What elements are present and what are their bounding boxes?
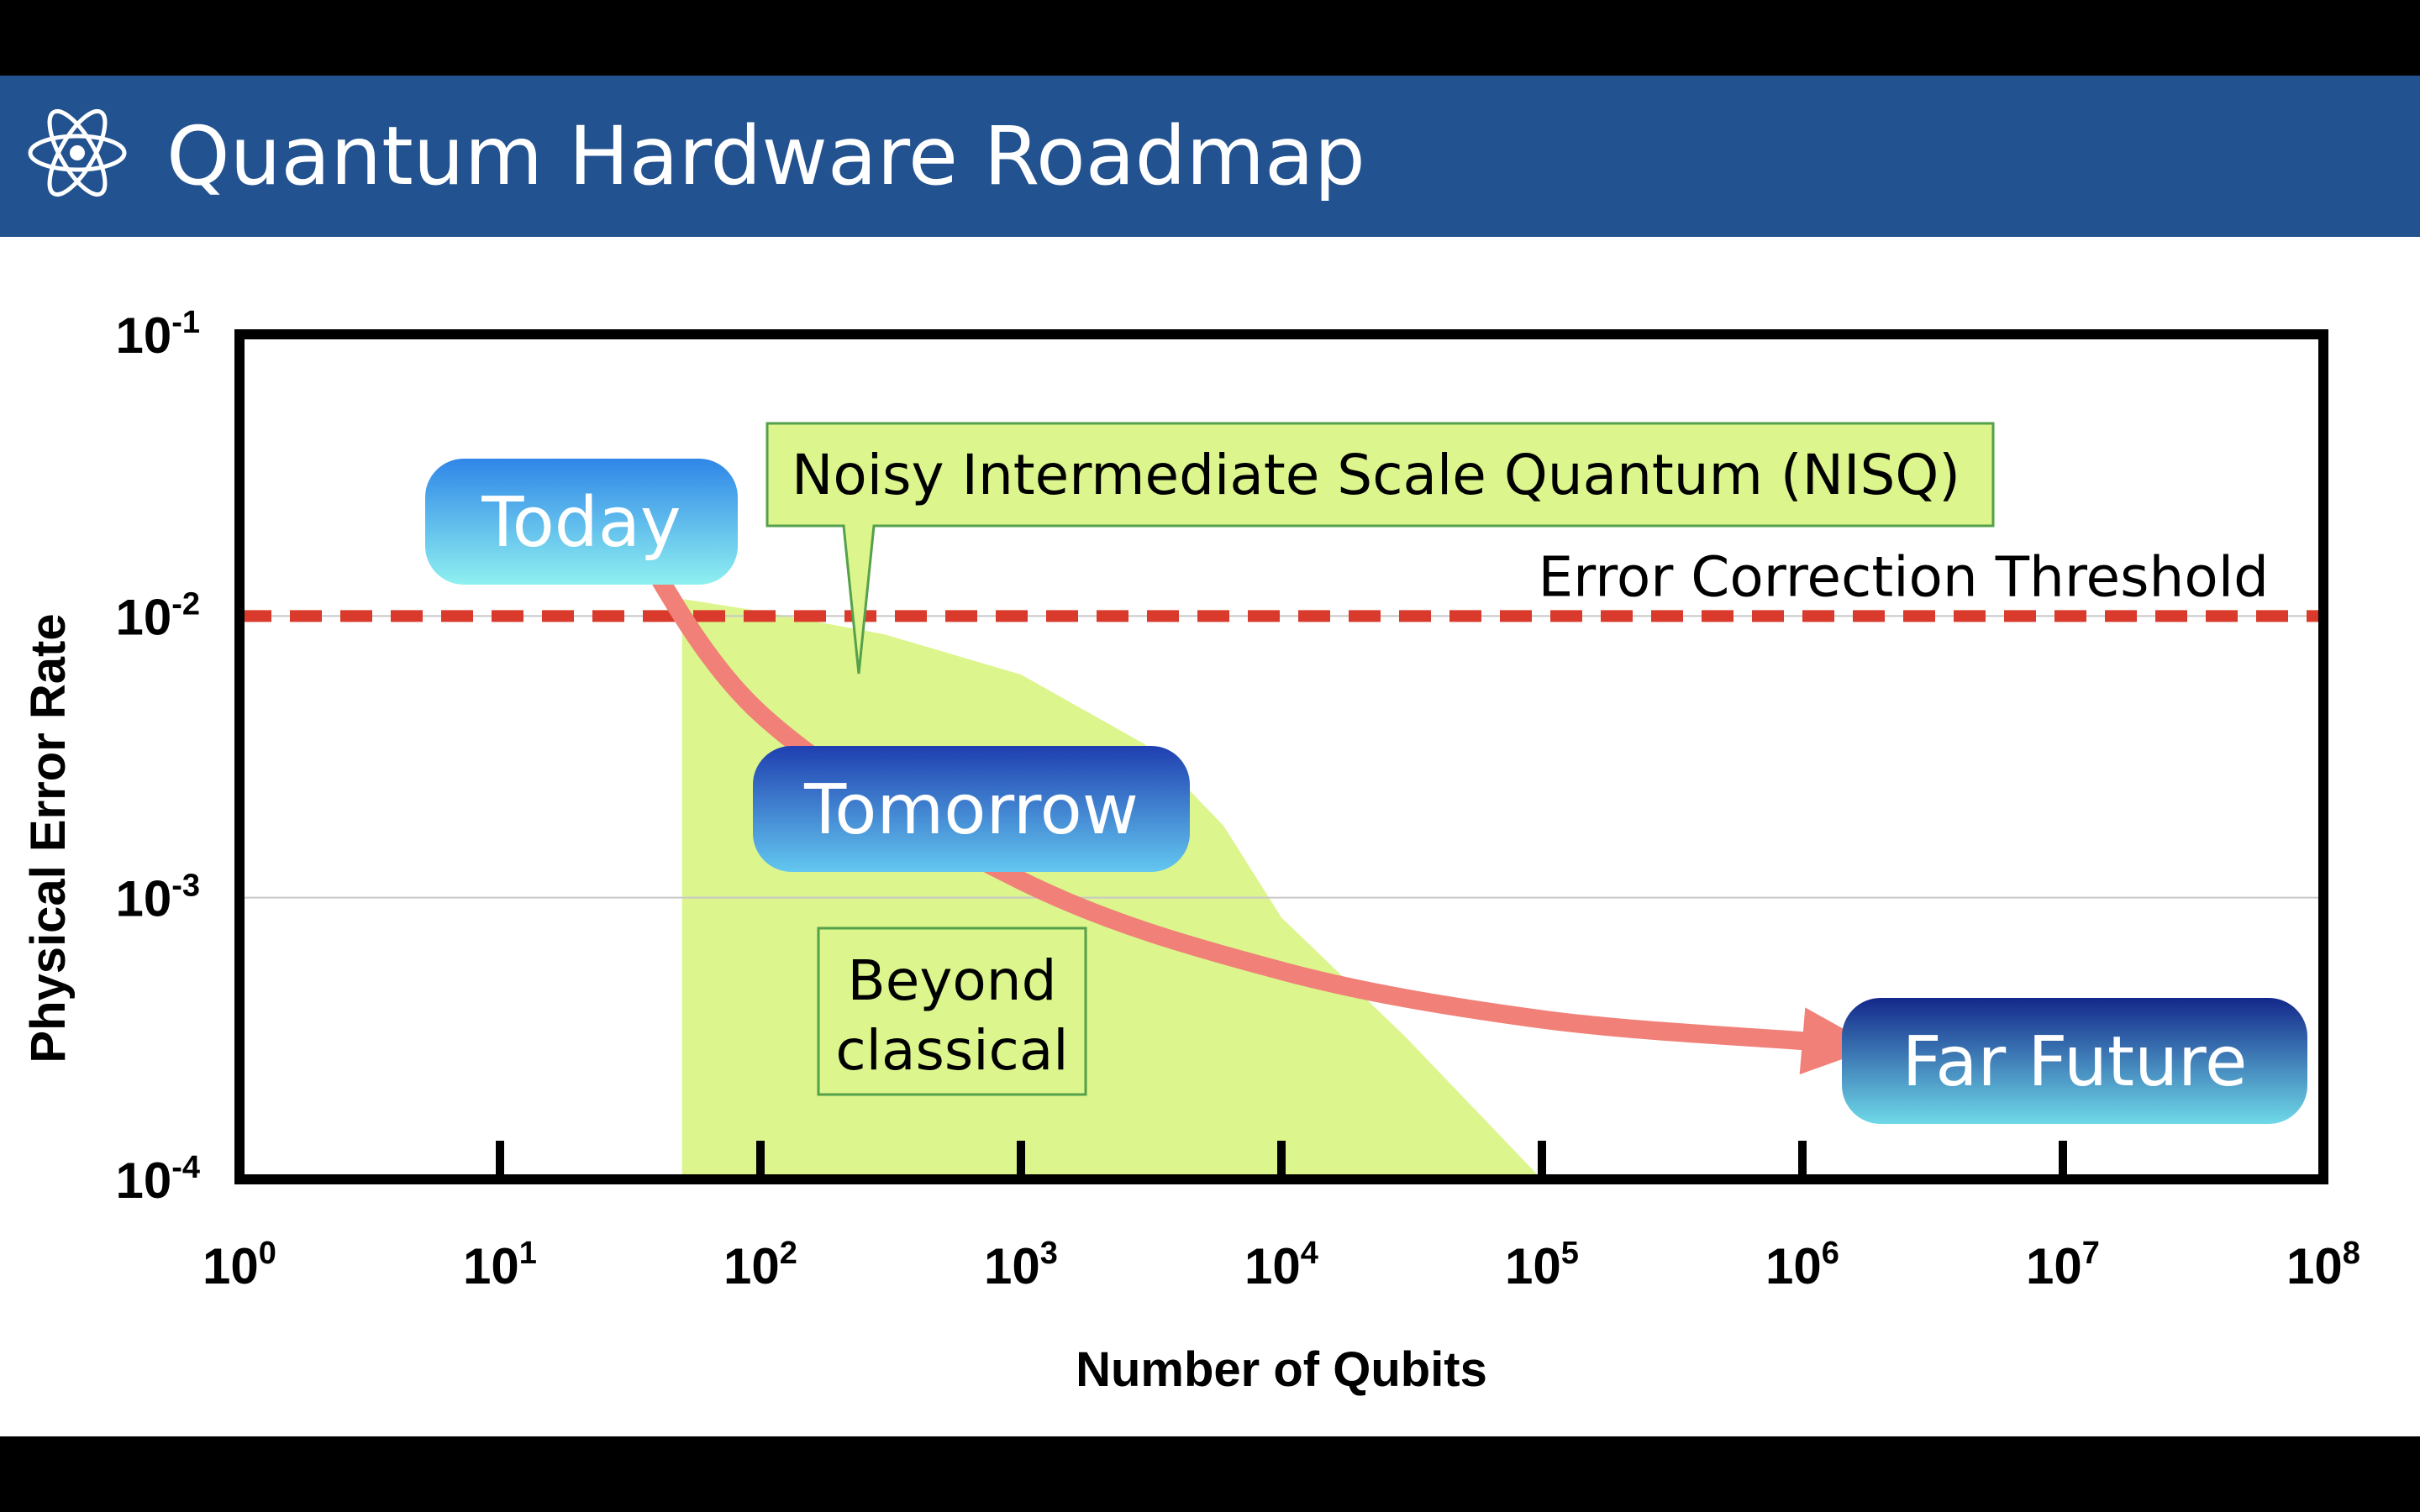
nisq-region (681, 599, 1542, 1179)
nisq-callout: Noisy Intermediate Scale Quantum (NISQ) (765, 422, 1995, 675)
x-tick-label-2: 102 (723, 1236, 797, 1294)
beyond-classical-line2: classical (835, 1018, 1068, 1083)
milestone-tomorrow-label: Tomorrow (803, 770, 1139, 850)
x-tick-label-1: 101 (463, 1236, 537, 1294)
page-title: Quantum Hardware Roadmap (166, 109, 1365, 203)
nisq-callout-label: Noisy Intermediate Scale Quantum (NISQ) (792, 443, 1960, 507)
x-axis-title: Number of Qubits (1076, 1342, 1487, 1397)
x-tick-label-4: 104 (1244, 1236, 1318, 1294)
milestone-tomorrow: Tomorrow (753, 746, 1190, 872)
atom-icon (28, 108, 127, 197)
x-tick-label-3: 103 (984, 1236, 1058, 1294)
y-tick-label-2: 10-2 (115, 586, 200, 645)
y-axis-title: Physical Error Rate (21, 613, 76, 1063)
x-tick-label-8: 108 (2286, 1236, 2360, 1294)
roadmap-chart: Error Correction Threshold Beyond classi… (21, 305, 2360, 1397)
milestone-today: Today (425, 459, 738, 585)
slide: Quantum Hardware Roadmap Error Correctio… (0, 76, 2420, 1436)
y-tick-label-3: 10-1 (115, 305, 200, 364)
x-tick-label-7: 107 (2026, 1236, 2100, 1294)
y-tick-label-1: 10-3 (115, 869, 200, 927)
milestone-today-label: Today (481, 483, 681, 563)
x-ticks: 100 101 102 103 104 105 106 107 108 (203, 1141, 2360, 1294)
x-tick-label-0: 100 (203, 1236, 276, 1294)
header-bar: Quantum Hardware Roadmap (0, 76, 2420, 237)
y-ticks: 10-4 10-3 10-2 10-1 (115, 305, 200, 1209)
threshold-label: Error Correction Threshold (1538, 544, 2269, 609)
beyond-classical-line1: Beyond (847, 948, 1056, 1013)
beyond-classical-box: Beyond classical (817, 927, 1087, 1096)
x-tick-label-6: 106 (1765, 1236, 1839, 1294)
grid-lines (239, 615, 2323, 899)
milestone-far-future: Far Future (1842, 998, 2307, 1124)
milestone-far-future-label: Far Future (1902, 1022, 2248, 1102)
trajectory-arrowhead (1799, 1007, 1876, 1075)
x-tick-label-5: 105 (1505, 1236, 1579, 1294)
y-tick-label-0: 10-4 (115, 1150, 200, 1209)
trajectory-line (614, 510, 1812, 1051)
